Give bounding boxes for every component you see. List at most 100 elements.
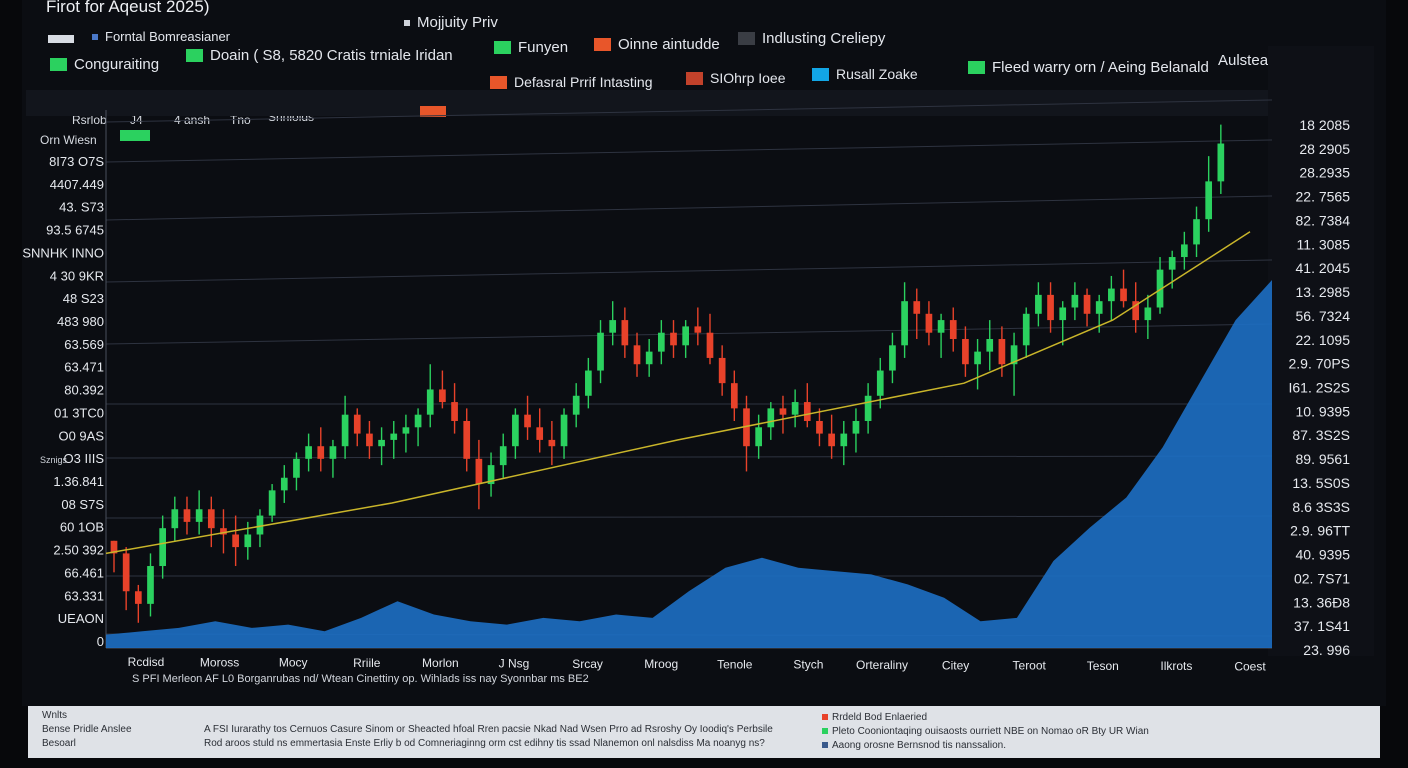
candle (305, 433, 312, 472)
x-tick-label: Mroog (644, 657, 678, 671)
y-tick-label: 13. 5S0S (1292, 475, 1350, 491)
header-label: J4 (130, 113, 143, 127)
legend-swatch-icon (594, 38, 611, 51)
y-tick-label: 22. 1095 (1296, 332, 1351, 348)
candle (451, 383, 458, 434)
candle (317, 427, 325, 472)
y-tick-label: 02. 7S71 (1294, 570, 1350, 586)
candle-body (937, 320, 945, 333)
candle-body (718, 357, 726, 384)
header-label: Tno (230, 113, 251, 127)
candle (183, 496, 191, 535)
legend-label: Fleed warry orn / Aeing Belanald (992, 59, 1209, 76)
candle-body (645, 351, 653, 365)
candle-body (816, 420, 823, 434)
candle-body (147, 566, 154, 604)
candle (1047, 282, 1054, 333)
candle-body (889, 345, 896, 371)
candle-body (852, 420, 860, 434)
candle-body (487, 465, 495, 485)
y-tick-label: 63.331 (64, 588, 104, 603)
candle (329, 439, 337, 478)
legend-item: Forntal Bomreasianer (92, 29, 230, 44)
candle (195, 490, 203, 535)
x-tick-label: Rcdisd (128, 655, 165, 669)
candle-body (1047, 294, 1054, 321)
x-tick-label: Teroot (1013, 659, 1047, 673)
candle (706, 313, 714, 365)
candle-body (1168, 257, 1176, 270)
candle (1108, 275, 1115, 321)
legend-swatch-icon (404, 19, 410, 26)
y-tick-label: 01 3TC0 (54, 405, 104, 420)
y-tick-label: 82. 7384 (1296, 212, 1351, 228)
candle (366, 420, 373, 459)
candle (779, 395, 787, 434)
y-tick-label: 8.6 3S3S (1292, 499, 1350, 515)
x-tick-label: Morlon (422, 656, 459, 670)
candle-body (122, 553, 130, 592)
footer-note: Rrdeld Bod Enlaeried (822, 712, 927, 723)
candle-body (366, 433, 373, 447)
y-tick-label: 43. S73 (59, 200, 104, 215)
y-tick-label: 56. 7324 (1296, 308, 1351, 324)
y-tick-label: 40. 9395 (1296, 547, 1351, 563)
candle-body (1217, 143, 1225, 182)
footer-note: Aaong orosne Bernsnod tis nanssalion. (822, 740, 1006, 751)
legend-item: Conguraiting (50, 56, 159, 73)
candle (426, 364, 434, 428)
candle (280, 465, 288, 503)
y-tick-label: 2.9. 96TT (1290, 523, 1350, 539)
candle-body (475, 458, 483, 485)
candle-body (463, 420, 471, 459)
candle-body (864, 395, 872, 421)
legend-swatch-icon (968, 61, 985, 74)
legend-label: Rusall Zoake (836, 66, 918, 82)
candle (293, 452, 300, 491)
candle (232, 515, 239, 567)
footer-notes: Wnlts Bense Pridle Anslee Besoarl A FSI … (28, 706, 1380, 758)
candle (1181, 231, 1188, 270)
candle (937, 313, 945, 358)
candle (414, 408, 422, 447)
candle-body (280, 477, 288, 491)
y-tick-label: O3 IIIS (64, 451, 105, 466)
legend-label: Doain ( S8, 5820 Cratis trniale Iridan (210, 47, 453, 64)
y-tick-label: 1.36.841 (53, 474, 104, 489)
candle (1217, 124, 1225, 194)
candle-body (1144, 307, 1152, 321)
y-tick-label: 60 1OB (60, 520, 104, 535)
candle-body (390, 433, 398, 440)
candle (548, 420, 556, 466)
y-tick-label: 87. 3S2S (1292, 427, 1350, 443)
candle (1035, 282, 1042, 327)
candle-body (901, 301, 908, 346)
legend-swatch-icon (92, 33, 98, 40)
candle-body (706, 332, 714, 358)
candle (1132, 282, 1140, 333)
candle-body (439, 389, 446, 403)
candle (439, 370, 446, 409)
candle (1059, 301, 1067, 346)
legend-item: Rusall Zoake (812, 66, 918, 82)
candle-body (791, 402, 799, 415)
candle (390, 420, 398, 459)
y-tick-label: SNNHK INNO (22, 245, 104, 260)
y-tick-label: 13. 36Ð8 (1293, 594, 1350, 610)
candle (536, 408, 544, 453)
candle-body (1022, 313, 1030, 346)
candle-body (536, 427, 544, 440)
legend-swatch-icon (738, 32, 755, 45)
candle-body (597, 332, 604, 371)
footer-note: Besoarl (42, 738, 76, 749)
candle (378, 427, 385, 466)
y-tick-label: 13. 2985 (1296, 284, 1351, 300)
header-label: Orn Wiesn (40, 133, 97, 147)
legend-label: Indlusting Creliepy (762, 30, 886, 47)
candle (803, 383, 811, 428)
candle (925, 301, 933, 346)
x-tick-label: Mocy (279, 656, 308, 670)
candle (256, 509, 264, 548)
candle-body (572, 395, 580, 415)
y-tick-label: 80.392 (64, 383, 104, 398)
